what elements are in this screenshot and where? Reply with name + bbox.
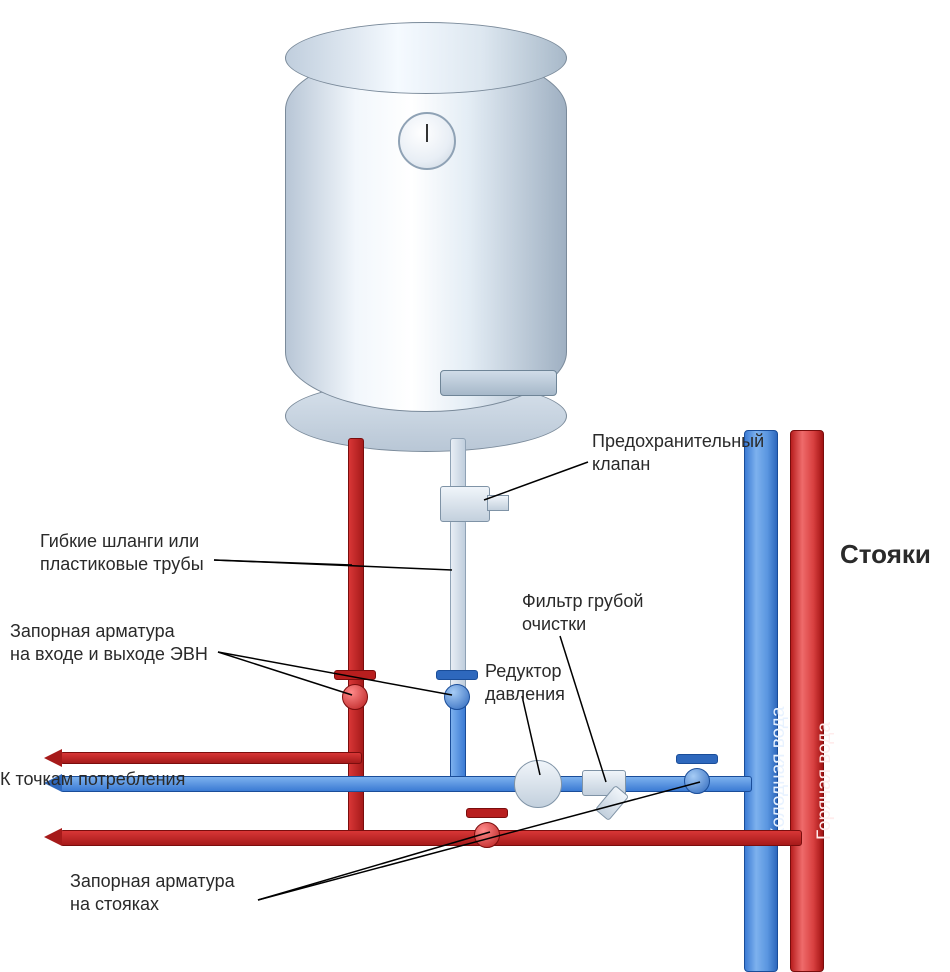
tank-nameplate	[440, 370, 557, 396]
hot-riser-label: Горячая вода	[814, 722, 836, 840]
coarse-filter-sump-icon	[595, 785, 629, 821]
hot-main-pipe	[60, 830, 802, 846]
pressure-reducer	[514, 760, 562, 808]
cold-riser-label: Холодная вода	[768, 707, 790, 840]
hot-flow-arrow-icon	[44, 828, 62, 846]
coarse-filter-label: Фильтр грубой очистки	[522, 590, 643, 637]
hot-water-riser	[790, 430, 824, 972]
hot-flow-arrow2-icon	[44, 749, 62, 767]
pressure-reducer-label: Редуктор давления	[485, 660, 565, 707]
flex-hoses-label: Гибкие шланги или пластиковые трубы	[40, 530, 204, 577]
hot-inlet-shutoff-valve	[334, 676, 374, 716]
risers-title: Стояки	[840, 538, 931, 572]
shutoff-evn-label: Запорная арматура на входе и выходе ЭВН	[10, 620, 208, 667]
safety-valve-drain-icon	[487, 495, 509, 511]
water-heater-connection-diagram: Холодная вода Горячая вода Стояки Предох…	[0, 0, 950, 968]
hot-tee-stub-pipe	[60, 752, 362, 764]
coarse-filter	[582, 770, 626, 796]
safety-valve-label: Предохранительный клапан	[592, 430, 764, 477]
hot-riser-shutoff-valve	[466, 814, 506, 854]
cold-inlet-shutoff-valve	[436, 676, 476, 716]
tank-top-cap	[285, 22, 567, 94]
cold-drop-top-pipe	[450, 438, 466, 492]
cold-riser-shutoff-valve	[676, 760, 716, 800]
cold-water-riser	[744, 430, 778, 972]
consumption-points-label: К точкам потребления	[0, 768, 185, 791]
safety-valve	[440, 486, 490, 522]
tank-body	[285, 50, 567, 412]
water-heater-tank	[285, 10, 565, 440]
thermometer-gauge-icon	[398, 112, 456, 170]
riser-shutoff-label: Запорная арматура на стояках	[70, 870, 235, 917]
